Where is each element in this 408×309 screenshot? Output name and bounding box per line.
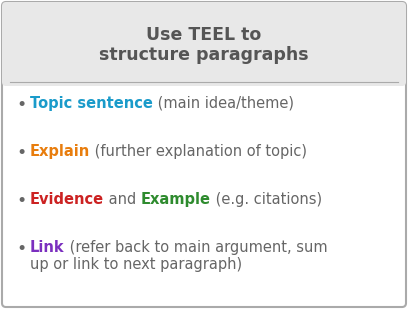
Text: Link: Link (30, 240, 64, 255)
FancyBboxPatch shape (2, 2, 406, 86)
FancyBboxPatch shape (2, 2, 406, 307)
Text: (main idea/theme): (main idea/theme) (153, 96, 294, 111)
Text: (refer back to main argument, sum: (refer back to main argument, sum (64, 240, 327, 255)
Text: Topic sentence: Topic sentence (30, 96, 153, 111)
Text: Example: Example (141, 192, 211, 207)
Text: •: • (16, 96, 26, 114)
Text: Use TEEL to: Use TEEL to (146, 26, 262, 44)
Text: (e.g. citations): (e.g. citations) (211, 192, 322, 207)
Text: •: • (16, 144, 26, 162)
Text: structure paragraphs: structure paragraphs (99, 46, 309, 64)
Text: Explain: Explain (30, 144, 90, 159)
Text: and: and (104, 192, 141, 207)
Text: •: • (16, 240, 26, 258)
Text: (further explanation of topic): (further explanation of topic) (90, 144, 307, 159)
Text: Evidence: Evidence (30, 192, 104, 207)
Bar (6, 6, 402, 82)
Text: •: • (16, 192, 26, 210)
Text: up or link to next paragraph): up or link to next paragraph) (30, 257, 242, 272)
